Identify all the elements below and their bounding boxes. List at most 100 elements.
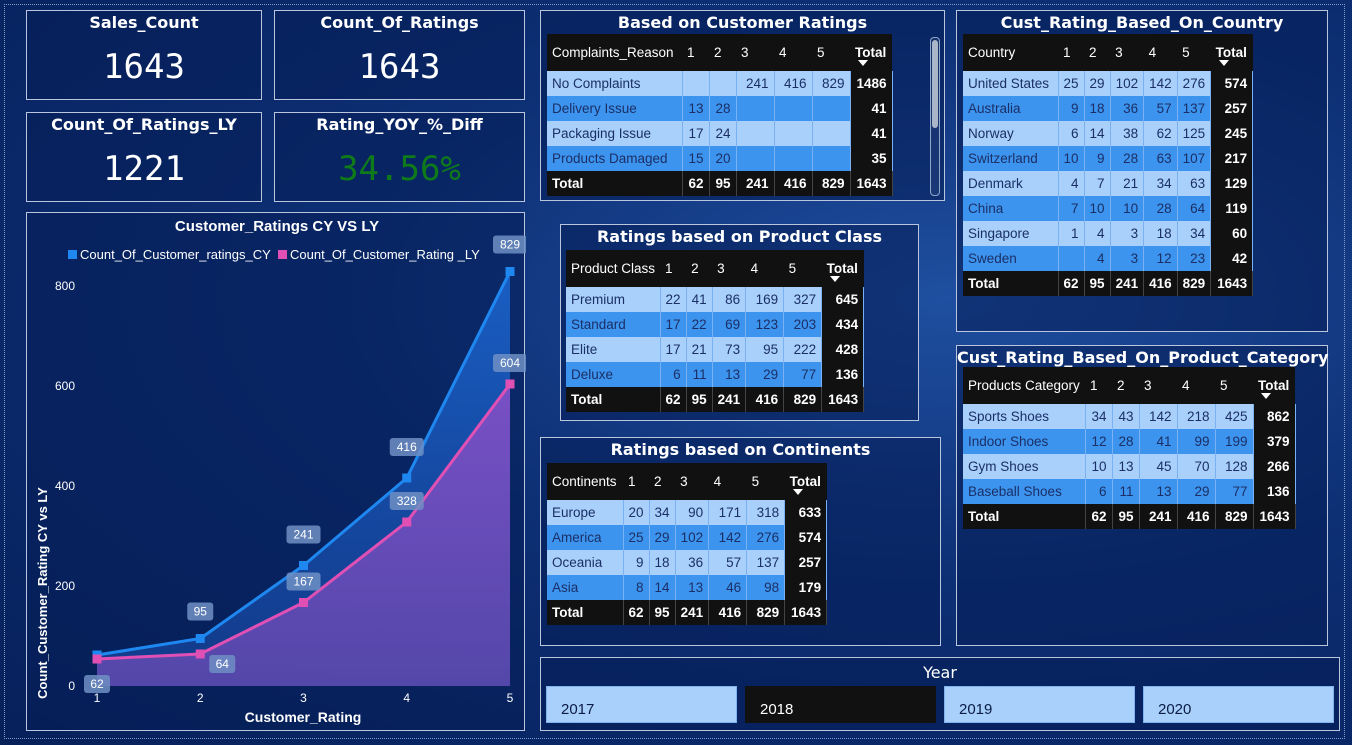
table-cell — [1058, 246, 1085, 271]
country-matrix-card[interactable]: Cust_Rating_Based_On_Country Country 1 2 3 4… — [956, 10, 1328, 332]
table-row[interactable]: Gym Shoes 10 13 45 70 128 266 — [963, 454, 1296, 479]
data-point-cy[interactable] — [402, 473, 412, 483]
total-column-header[interactable]: Total — [784, 463, 827, 500]
row-total-cell: 41 — [850, 121, 893, 146]
table-row[interactable]: Europe 20 34 90 171 318 633 — [547, 500, 828, 525]
table-row[interactable]: Asia 8 14 13 46 98 179 — [547, 575, 828, 600]
row-label: Denmark — [963, 171, 1059, 196]
table-row[interactable]: Deluxe 6 11 13 29 77 136 — [566, 362, 865, 387]
complaints-matrix[interactable]: Complaints_Reason 1 2 3 4 5 Total No Complaints… — [547, 34, 893, 196]
continents-matrix-card[interactable]: Ratings based on Continents Continents 1 2… — [540, 437, 941, 646]
table-cell: 14 — [649, 575, 676, 600]
data-point-cy[interactable] — [299, 561, 308, 570]
kpi-sales-count[interactable]: Sales_Count 1643 — [26, 10, 262, 100]
table-row[interactable]: Switzerland 10 9 28 63 107 217 — [963, 146, 1254, 171]
chart-legend[interactable]: Count_Of_Customer_ratings_CY Count_Of_Cu… — [68, 247, 480, 262]
product-category-matrix-card[interactable]: Cust_Rating_Based_On_Product_Category Pr… — [956, 345, 1329, 646]
kpi-count-of-ratings-ly[interactable]: Count_Of_Ratings_LY 1221 — [26, 112, 262, 202]
total-cell: 829 — [783, 387, 823, 412]
total-row-label: Total — [963, 504, 1086, 529]
total-cell: 1643 — [850, 171, 893, 196]
row-label: Asia — [547, 575, 624, 600]
x-tick-label: 1 — [94, 691, 101, 705]
rating-column-header: 4 — [1177, 367, 1215, 404]
kpi-value: 1643 — [358, 47, 441, 87]
table-row[interactable]: Norway 6 14 38 62 125 245 — [963, 121, 1254, 146]
complaints-scrollbar[interactable] — [930, 37, 940, 196]
rating-column-header: 4 — [1143, 34, 1178, 71]
table-cell: 18 — [1084, 96, 1111, 121]
table-cell: 43 — [1112, 404, 1140, 429]
table-row[interactable]: Delivery Issue 13 28 41 — [547, 96, 893, 121]
table-row[interactable]: China 7 10 10 28 64 119 — [963, 196, 1254, 221]
table-row[interactable]: Elite 17 21 73 95 222 428 — [566, 337, 865, 362]
total-row-label: Total — [963, 271, 1059, 296]
total-column-header[interactable]: Total — [821, 250, 864, 287]
x-tick-label: 3 — [300, 691, 307, 705]
row-label: Baseball Shoes — [963, 479, 1086, 504]
y-tick-label: 0 — [68, 679, 75, 693]
data-point-ly[interactable] — [299, 598, 308, 607]
total-cell: 416 — [1143, 271, 1178, 296]
table-row[interactable]: Sweden 4 3 12 23 42 — [963, 246, 1254, 271]
table-cell: 64 — [1177, 196, 1212, 221]
table-row[interactable]: America 25 29 102 142 276 574 — [547, 525, 828, 550]
total-cell: 62 — [660, 387, 687, 412]
table-row[interactable]: Denmark 4 7 21 34 63 129 — [963, 171, 1254, 196]
rating-column-header: 1 — [623, 463, 650, 500]
total-column-header[interactable]: Total — [1210, 34, 1253, 71]
table-row[interactable]: Oceania 9 18 36 57 137 257 — [547, 550, 828, 575]
table-row[interactable]: Packaging Issue 17 24 41 — [547, 121, 893, 146]
table-cell: 12 — [1085, 429, 1113, 454]
data-point-ly[interactable] — [402, 517, 412, 527]
legend-label-ly: Count_Of_Customer_Rating _LY — [290, 247, 480, 262]
table-row[interactable]: Sports Shoes 34 43 142 218 425 862 — [963, 404, 1296, 429]
table-cell: 13 — [1112, 454, 1140, 479]
table-cell: 318 — [746, 500, 786, 525]
data-point-ly[interactable] — [505, 379, 515, 389]
table-row[interactable]: Baseball Shoes 6 11 13 29 77 136 — [963, 479, 1296, 504]
kpi-count-of-ratings[interactable]: Count_Of_Ratings 1643 — [274, 10, 525, 100]
table-cell: 45 — [1139, 454, 1178, 479]
data-point-ly[interactable] — [92, 654, 102, 664]
table-row[interactable]: Products Damaged 15 20 35 — [547, 146, 893, 171]
row-label: Packaging Issue — [547, 121, 683, 146]
table-row[interactable]: United States 25 29 102 142 276 574 — [963, 71, 1254, 96]
table-row[interactable]: Singapore 1 4 3 18 34 60 — [963, 221, 1254, 246]
row-total-cell: 129 — [1210, 171, 1254, 196]
product-class-matrix-card[interactable]: Ratings based on Product Class Product C… — [560, 224, 919, 421]
ratings-cy-vs-ly-chart[interactable]: Customer_Ratings CY VS LY Count_Of_Custo… — [26, 212, 526, 731]
table-row[interactable]: Australia 9 18 36 57 137 257 — [963, 96, 1254, 121]
total-column-header[interactable]: Total — [850, 34, 892, 71]
year-option-2017[interactable]: 2017 — [546, 686, 737, 723]
table-row[interactable]: Indoor Shoes 12 28 41 99 199 379 — [963, 429, 1296, 454]
y-tick-label: 600 — [55, 379, 75, 393]
table-cell: 8 — [623, 575, 650, 600]
year-option-2018[interactable]: 2018 — [745, 686, 936, 723]
row-header-label: Complaints_Reason — [547, 34, 682, 71]
data-point-cy[interactable] — [195, 634, 205, 643]
continents-matrix[interactable]: Continents 1 2 3 4 5 Total Europe 20 34 90 171 318 63… — [547, 463, 828, 625]
product-category-matrix[interactable]: Products Category 1 2 3 4 5 Total Sports Shoes 3… — [963, 367, 1296, 529]
kpi-rating-yoy-diff[interactable]: Rating_YOY_%_Diff 34.56% — [274, 112, 525, 202]
table-row[interactable]: Premium 22 41 86 169 327 645 — [566, 287, 865, 312]
product-category-title: Cust_Rating_Based_On_Product_Category — [957, 348, 1329, 367]
table-row[interactable]: Standard 17 22 69 123 203 434 — [566, 312, 865, 337]
table-cell: 6 — [1085, 479, 1113, 504]
scrollbar-thumb[interactable] — [932, 40, 938, 128]
data-point-cy[interactable] — [505, 267, 515, 276]
product-class-matrix[interactable]: Product Class 1 2 3 4 5 Total Premium 22 41 86 169 3… — [566, 250, 865, 412]
table-cell: 17 — [682, 121, 710, 146]
data-point-ly[interactable] — [195, 649, 205, 659]
year-option-2019[interactable]: 2019 — [944, 686, 1135, 723]
rating-column-header: 3 — [736, 34, 774, 71]
data-label-bg — [187, 602, 214, 621]
complaints-matrix-card[interactable]: Based on Customer Ratings Complaints_Rea… — [540, 10, 945, 201]
total-column-header[interactable]: Total — [1253, 367, 1295, 404]
table-cell: 241 — [736, 71, 775, 96]
table-cell: 7 — [1058, 196, 1085, 221]
table-cell: 24 — [709, 121, 737, 146]
country-matrix[interactable]: Country 1 2 3 4 5 Total United States 25 29 102 142… — [963, 34, 1254, 296]
table-row[interactable]: No Complaints 241 416 829 1486 — [547, 71, 893, 96]
year-option-2020[interactable]: 2020 — [1143, 686, 1334, 723]
